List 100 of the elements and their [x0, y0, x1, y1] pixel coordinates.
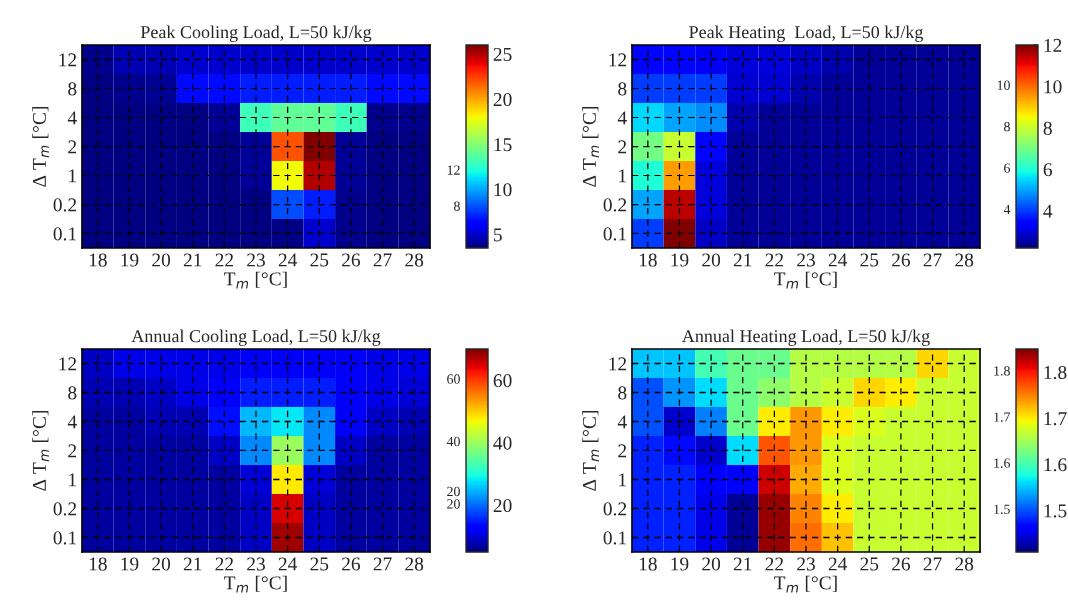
y-tick-label: 12 — [609, 357, 627, 371]
text: 40 — [493, 436, 512, 450]
x-tick-label: 23 — [797, 557, 815, 571]
y-tick-label: 0.1 — [603, 531, 626, 545]
y-tick-label: 12 — [609, 53, 627, 67]
x-tick-label: 18 — [89, 557, 107, 571]
y-tick-label: 4 — [67, 111, 77, 125]
x-tick-label: 26 — [892, 557, 911, 571]
x-axis-title: T$_{m}$ [°C] — [224, 271, 287, 289]
color-bar-label: 1.5 — [994, 504, 1010, 515]
y-axis-title: Δ T$_{m}$ [°C] — [32, 411, 49, 491]
y-tick-label: 4 — [617, 415, 627, 429]
text: 6 — [1004, 163, 1011, 173]
chart-title: Peak Heating Load, L=50 kJ/kg — [689, 25, 924, 42]
x-tick-label: 18 — [89, 253, 107, 267]
x-axis-title: T$_{m}$ [°C] — [774, 271, 837, 289]
x-tick-label: 22 — [765, 253, 784, 267]
x-tick-label: 18 — [639, 253, 657, 267]
y-tick-label: 2 — [68, 444, 77, 458]
text: 8 — [454, 201, 460, 211]
text: 4 — [1003, 204, 1011, 215]
x-tick-label: 27 — [373, 253, 392, 267]
color-bar-label: 20 — [493, 92, 512, 107]
x-tick-label: 26 — [342, 253, 361, 267]
x-tick-label: 25 — [310, 557, 329, 571]
color-bar-label: 1.8 — [994, 366, 1010, 376]
x-tick-label: 23 — [247, 557, 265, 571]
x-tick-label: 26 — [342, 557, 361, 571]
x-tick-label: 20 — [152, 557, 171, 571]
x-tick-label: 20 — [702, 253, 721, 267]
x-tick-label: 19 — [671, 557, 689, 571]
text: 10 — [997, 80, 1010, 90]
y-tick-label: 0.1 — [603, 227, 626, 241]
y-tick-label: 8 — [618, 82, 627, 96]
y-tick-label: 1 — [619, 169, 626, 183]
color-bar-label: 15 — [494, 138, 512, 152]
x-axis-title: T$_{m}$ [°C] — [224, 575, 287, 593]
y-axis-title: Δ T$_{m}$ [°C] — [32, 107, 49, 187]
color-bar-label: 60 — [447, 374, 460, 384]
y-tick-label: 0.1 — [53, 531, 76, 545]
x-tick-label: 26 — [892, 253, 911, 267]
text: 20 — [447, 486, 460, 497]
y-tick-label: 2 — [618, 444, 627, 458]
x-tick-label: 21 — [733, 557, 752, 571]
y-tick-label: 12 — [59, 357, 77, 371]
y-tick-label: 0.2 — [53, 198, 77, 212]
y-tick-label: 0.2 — [603, 198, 627, 212]
color-bar-label: 6 — [1043, 163, 1052, 177]
x-tick-label: 19 — [671, 253, 689, 267]
y-tick-label: 8 — [68, 386, 77, 400]
x-tick-label: 24 — [278, 557, 298, 571]
x-tick-label: 21 — [733, 253, 752, 267]
chart-title: Annual Cooling Load, L=50 kJ/kg — [131, 329, 381, 346]
x-tick-label: 24 — [828, 557, 848, 571]
y-axis-title: Δ T$_{m}$ [°C] — [582, 107, 599, 187]
x-tick-label: 28 — [955, 253, 974, 267]
x-tick-label: 24 — [278, 253, 298, 267]
x-tick-label: 23 — [797, 253, 815, 267]
color-bar-label: 4 — [1043, 204, 1053, 218]
color-bar-label: 1.7 — [994, 412, 1011, 422]
x-tick-label: 25 — [860, 253, 879, 267]
x-tick-label: 28 — [405, 253, 424, 267]
x-tick-label: 23 — [247, 253, 265, 267]
x-tick-label: 22 — [215, 557, 234, 571]
color-bar-label: 8 — [1043, 121, 1052, 135]
text: 8 — [1004, 121, 1010, 132]
x-tick-label: 27 — [923, 253, 942, 267]
y-tick-label: 2 — [68, 140, 77, 154]
color-bar-label: 1.6 — [994, 458, 1011, 468]
text: 1.7 — [1044, 412, 1067, 426]
x-tick-label: 19 — [121, 253, 139, 267]
color-bar-label: 40 — [446, 436, 460, 447]
text: 60 — [493, 374, 512, 388]
y-tick-label: 1 — [69, 169, 76, 183]
x-tick-label: 27 — [923, 557, 942, 571]
x-tick-label: 24 — [828, 253, 848, 267]
x-tick-label: 21 — [183, 253, 202, 267]
text: 1.8 — [1044, 365, 1067, 380]
y-tick-label: 4 — [67, 415, 77, 429]
x-tick-label: 25 — [310, 253, 329, 267]
color-bar-label: 10 — [1044, 80, 1062, 94]
color-bar-label: 25 — [493, 47, 512, 61]
color-bar-label: 12 — [1044, 38, 1062, 52]
color-bar-label: 5 — [493, 228, 502, 242]
x-tick-label: 22 — [215, 253, 234, 267]
text: 20 — [493, 498, 512, 513]
y-axis-title: Δ T$_{m}$ [°C] — [582, 411, 599, 491]
text: 1.5 — [1044, 504, 1067, 518]
y-tick-label: 1 — [619, 473, 626, 487]
y-tick-label: 0.1 — [53, 227, 76, 241]
color-bar-label: 10 — [494, 183, 512, 197]
y-tick-label: 2 — [618, 140, 627, 154]
x-tick-label: 18 — [639, 557, 657, 571]
x-tick-label: 20 — [702, 557, 721, 571]
y-tick-label: 12 — [59, 53, 77, 67]
text: 12 — [447, 165, 460, 175]
y-tick-label: 0.2 — [53, 502, 77, 516]
y-tick-label: 8 — [68, 82, 77, 96]
y-tick-label: 8 — [618, 386, 627, 400]
color-bar-label: 20 — [447, 499, 460, 509]
